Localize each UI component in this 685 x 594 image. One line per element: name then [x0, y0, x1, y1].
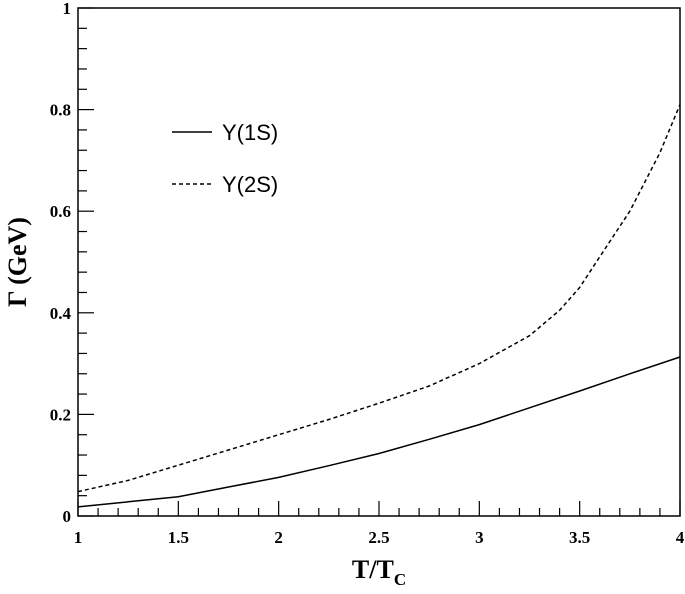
- legend-label-upsilon-2s: Υ(2S): [222, 172, 278, 197]
- x-tick-label: 4: [676, 528, 685, 547]
- series-line-upsilon-1s: [77, 356, 681, 508]
- y-axis-title: Γ (GeV): [3, 217, 32, 307]
- x-tick-label: 2.5: [368, 528, 389, 547]
- series-layer: [77, 104, 681, 508]
- x-axis-ticks: [77, 501, 681, 516]
- y-tick-label: 0.8: [50, 101, 71, 120]
- x-axis-title-subscript: C: [394, 570, 406, 589]
- x-tick-label: 2: [274, 528, 283, 547]
- y-tick-label: 0.4: [50, 304, 72, 323]
- y-tick-label: 0: [63, 507, 72, 526]
- y-axis-ticks: [78, 7, 94, 517]
- x-tick-label: 1: [74, 528, 83, 547]
- y-axis-tick-labels: 0 0.2 0.4 0.6 0.8 1: [50, 0, 72, 526]
- y-tick-label: 0.2: [50, 405, 71, 424]
- series-line-upsilon-2s: [77, 104, 681, 493]
- legend: Υ(1S) Υ(2S): [172, 120, 278, 197]
- y-tick-label: 0.6: [50, 202, 71, 221]
- x-axis-title: T/TC: [352, 555, 406, 589]
- x-axis-tick-labels: 1 1.5 2 2.5 3 3.5 4: [74, 528, 685, 547]
- x-axis-title-main: T/T: [352, 555, 394, 584]
- x-tick-label: 1.5: [168, 528, 189, 547]
- y-tick-label: 1: [63, 0, 72, 18]
- x-tick-label: 3.5: [569, 528, 590, 547]
- legend-label-upsilon-1s: Υ(1S): [222, 120, 278, 145]
- x-tick-label: 3: [475, 528, 484, 547]
- plot-frame: [77, 7, 681, 517]
